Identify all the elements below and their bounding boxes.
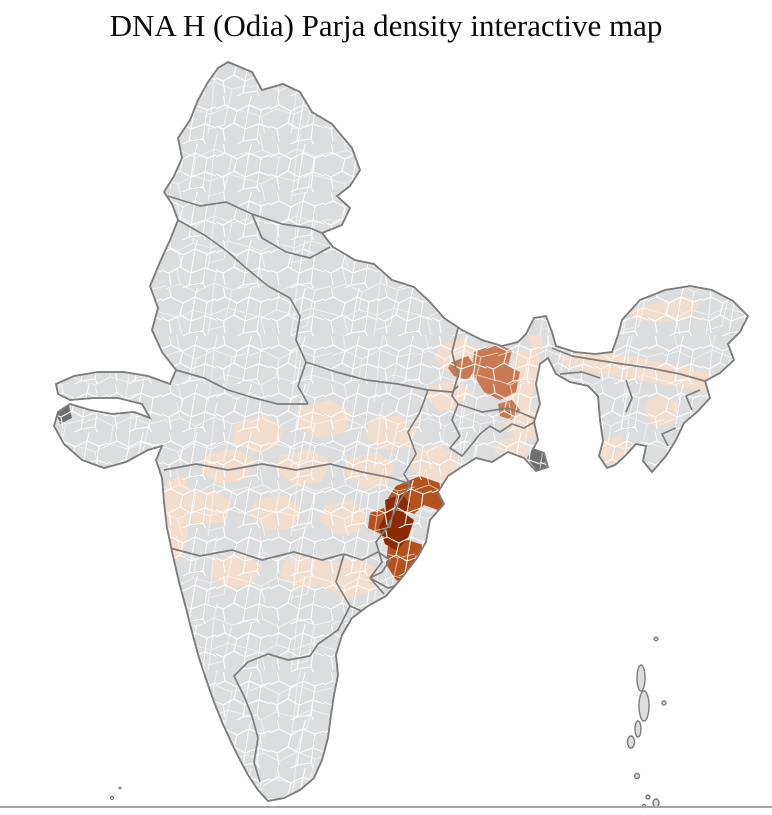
bottom-panel-divider — [0, 806, 772, 808]
state-borders — [163, 195, 731, 783]
district-borders-layer-2 — [54, 62, 748, 801]
lakshadweep-islands[interactable] — [110, 786, 122, 800]
page-title: DNA H (Odia) Parja density interactive m… — [109, 8, 663, 43]
andaman-nicobar-islands[interactable] — [626, 636, 667, 809]
